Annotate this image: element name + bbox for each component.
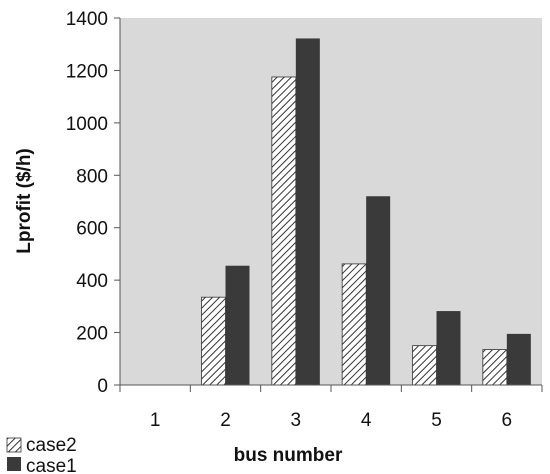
bar-case2-3 [271, 76, 297, 386]
legend-label-case1: case1 [26, 456, 77, 474]
bars [201, 38, 531, 386]
bar-case1-4 [366, 196, 391, 385]
y-tick-label: 200 [76, 324, 108, 345]
bar-case1-2 [225, 265, 250, 385]
x-tick-label: 2 [220, 410, 231, 431]
bar-case2-5 [412, 345, 437, 386]
y-tick-label: 1000 [66, 114, 108, 135]
y-tick-label: 800 [76, 166, 108, 187]
x-tick-label: 1 [150, 410, 161, 431]
legend: case2 case1 [6, 435, 77, 474]
legend-label-case2: case2 [26, 435, 77, 456]
bar-case1-3 [295, 38, 320, 385]
x-axis-title: bus number [234, 445, 343, 466]
legend-item-case1: case1 [7, 456, 77, 474]
x-tick-label: 3 [291, 410, 302, 431]
y-tick-label: 1400 [66, 9, 108, 30]
x-tick-label: 5 [431, 410, 442, 431]
y-tick-label: 400 [76, 271, 108, 292]
y-tick-label: 0 [97, 376, 108, 397]
y-axis-title: Lprofit ($/h) [14, 148, 35, 254]
bar-case1-6 [506, 333, 531, 385]
bar-case2-6 [482, 349, 508, 386]
bar-case2-4 [341, 263, 367, 386]
x-axis: 1 2 3 4 5 6 [119, 384, 543, 431]
y-axis: 0 200 400 600 800 1000 1200 1400 [66, 9, 121, 397]
bar-case2-2 [201, 296, 226, 386]
y-tick-label: 1200 [66, 61, 108, 82]
y-tick-label: 600 [76, 219, 108, 240]
legend-item-case2: case2 [6, 435, 77, 456]
x-tick-label: 4 [361, 410, 372, 431]
plot-area [120, 18, 542, 385]
legend-swatch-case2 [6, 437, 22, 453]
legend-swatch-case1 [7, 457, 21, 471]
x-tick-label: 6 [502, 410, 513, 431]
bar-case1-5 [436, 311, 461, 385]
